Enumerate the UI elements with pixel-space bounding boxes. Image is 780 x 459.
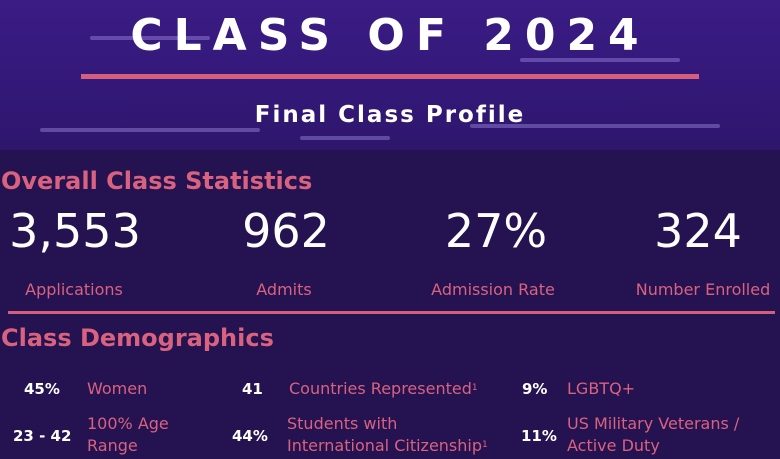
footnote-mark: 1 [471,383,478,393]
demo-international-label: Students with International Citizenship1 [287,413,517,457]
hero-light-streak [300,136,390,140]
demographics-heading: Class Demographics [1,324,274,352]
hero-light-streak [470,124,720,128]
demo-age-range-line1: 100% Age [87,414,169,433]
stat-admission-rate-label: Admission Rate [431,280,555,299]
demo-veterans-line2: Active Duty [567,436,660,455]
overall-stats-heading: Overall Class Statistics [1,167,313,195]
stat-enrolled-value: 324 [654,204,742,258]
demo-veterans-line1: US Military Veterans / [567,414,740,433]
hero-light-streak [520,58,680,62]
demo-international-line1: Students with [287,414,398,433]
demo-women-value: 45% [24,380,60,398]
page-subtitle: Final Class Profile [254,102,526,128]
title-divider [81,74,699,79]
hero-banner: CLASS OF 2024 Final Class Profile [0,0,780,150]
stat-applications-label: Applications [25,280,123,299]
content-panel [0,150,780,459]
demo-age-range-line2: Range [87,436,138,455]
stat-admits-value: 962 [242,204,330,258]
stat-enrolled-label: Number Enrolled [635,280,771,299]
demo-lgbtq-label: LGBTQ+ [567,379,636,398]
demo-age-range-value: 23 - 42 [13,427,72,445]
demo-countries-value: 41 [242,380,263,398]
demo-lgbtq-value: 9% [522,380,548,398]
demo-women-label: Women [87,379,148,398]
demo-countries-label: Countries Represented1 [289,378,478,400]
demo-international-value: 44% [232,427,268,445]
stats-divider [8,311,775,314]
demo-veterans-label: US Military Veterans / Active Duty [567,413,772,457]
page-title: CLASS OF 2024 [130,10,650,61]
stat-admission-rate-value: 27% [444,204,548,258]
demo-international-line2: International Citizenship [287,436,482,455]
demo-countries-text: Countries Represented [289,379,472,398]
demo-age-range-label: 100% Age Range [87,413,197,457]
stat-admits-label: Admits [256,280,312,299]
demo-international-line2-wrap: International Citizenship1 [287,435,517,457]
demo-veterans-value: 11% [521,427,557,445]
hero-light-streak [90,36,210,40]
stat-applications-value: 3,553 [9,204,141,258]
hero-light-streak [40,128,260,132]
footnote-mark: 1 [482,440,488,450]
